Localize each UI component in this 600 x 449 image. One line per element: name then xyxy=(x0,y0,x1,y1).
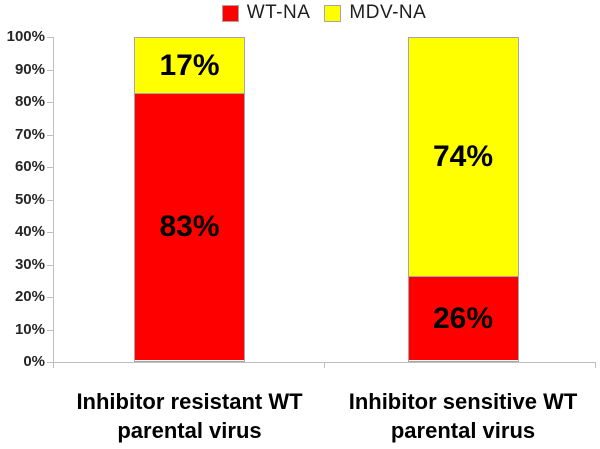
x-axis-category-label: Inhibitor sensitive WT parental virus xyxy=(313,387,600,445)
category-label-line: parental virus xyxy=(117,418,262,443)
y-axis-tick xyxy=(47,264,53,266)
category-label-line: Inhibitor resistant WT xyxy=(76,389,303,414)
y-axis-tick-label: 80% xyxy=(14,93,45,110)
bar-category-1: 17% 83% xyxy=(134,37,245,362)
bar-segment-value-label: 17% xyxy=(159,48,220,82)
legend-label: WT-NA xyxy=(246,2,311,23)
bar-segment-mdv-na: 17% xyxy=(135,38,244,93)
legend-label: MDV-NA xyxy=(349,2,427,23)
bar-category-2: 74% 26% xyxy=(407,37,519,362)
y-axis-tick xyxy=(47,362,53,363)
y-axis-tick xyxy=(47,102,53,103)
legend-item-mdv-na: MDV-NA xyxy=(324,2,426,24)
y-axis-tick xyxy=(47,69,53,71)
x-axis-line xyxy=(47,362,595,363)
y-axis-tick xyxy=(47,297,53,298)
legend-swatch-icon xyxy=(324,4,342,22)
x-axis-category-label: Inhibitor resistant WT parental virus xyxy=(40,387,340,445)
bar-segment-value-label: 26% xyxy=(432,301,494,335)
y-axis-tick-label: 0% xyxy=(23,353,45,370)
bar-segment-wt-na: 26% xyxy=(408,276,518,360)
legend-item-wt-na: WT-NA xyxy=(221,2,311,24)
y-axis-tick xyxy=(47,37,53,38)
x-axis-tick xyxy=(324,362,325,368)
x-axis-tick xyxy=(595,362,596,368)
y-axis-tick-label: 90% xyxy=(14,60,45,78)
y-axis-tick xyxy=(47,232,53,233)
category-label-line: parental virus xyxy=(390,418,536,443)
category-label-line: Inhibitor sensitive WT xyxy=(348,389,578,414)
legend-swatch-icon xyxy=(221,4,239,22)
bar-segment-value-label: 74% xyxy=(432,140,494,173)
y-axis-tick-label: 30% xyxy=(14,255,45,273)
y-axis-tick xyxy=(47,134,53,136)
bar-segment-mdv-na: 74% xyxy=(408,38,518,276)
y-axis-tick-label: 60% xyxy=(14,158,45,175)
chart-legend: WT-NA MDV-NA xyxy=(0,0,600,26)
x-axis-tick xyxy=(53,362,54,368)
y-axis-tick-label: 50% xyxy=(14,190,45,208)
bar-segment-value-label: 83% xyxy=(159,210,220,243)
bar-segment-wt-na: 83% xyxy=(135,93,244,360)
y-axis-tick-label: 100% xyxy=(6,28,45,45)
y-axis-tick xyxy=(47,199,53,201)
y-axis-tick xyxy=(47,167,53,168)
y-axis-tick-label: 70% xyxy=(14,125,45,143)
y-axis-tick-label: 20% xyxy=(14,288,45,305)
y-axis-tick-label: 40% xyxy=(14,223,45,240)
y-axis-line xyxy=(53,37,54,363)
y-axis-tick-label: 10% xyxy=(14,320,45,338)
y-axis-tick xyxy=(47,329,53,331)
plot-area: 17% 83% 74% 26% xyxy=(53,37,595,362)
